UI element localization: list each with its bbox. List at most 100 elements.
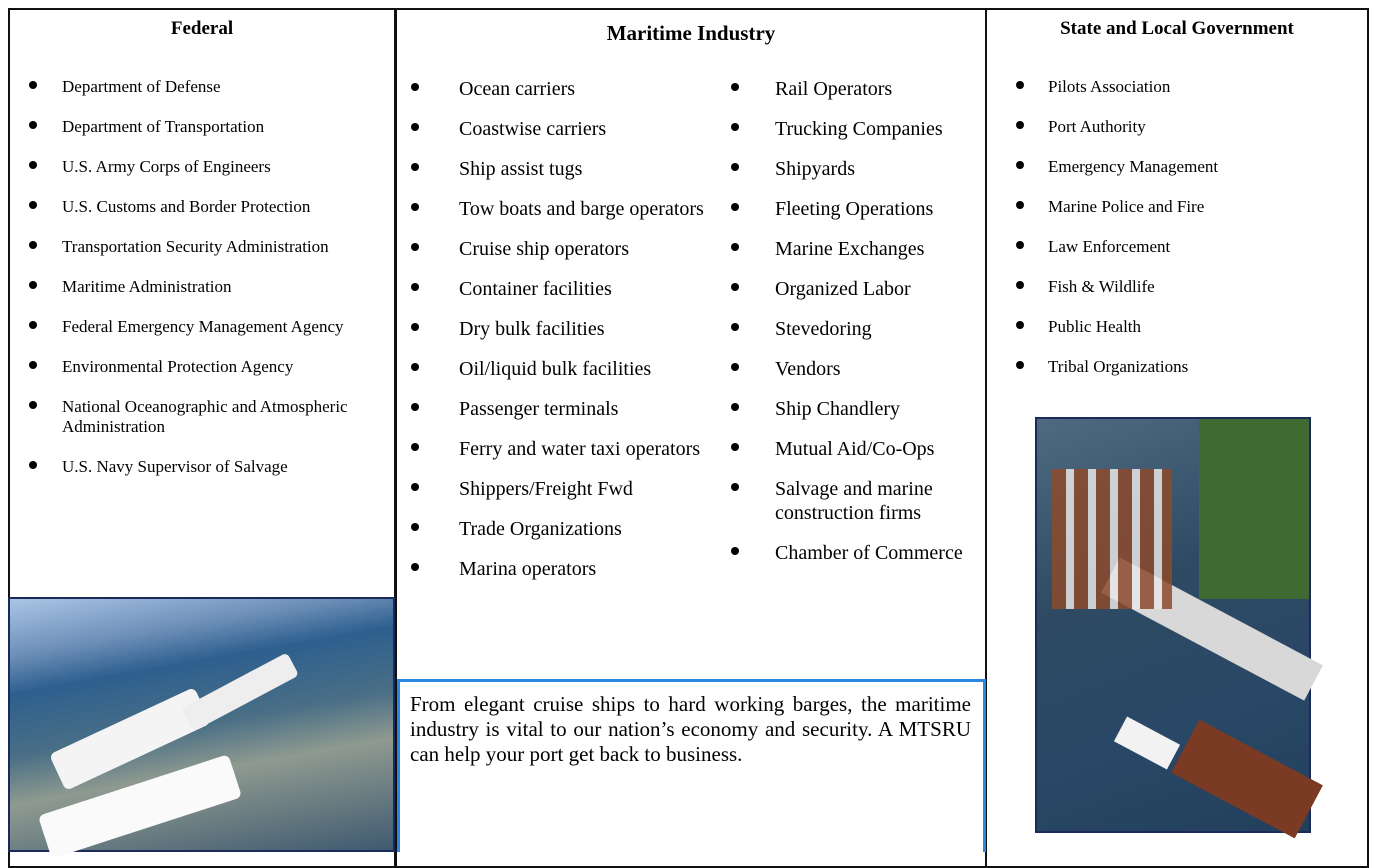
item-text: Rail Operators: [775, 78, 892, 100]
item-text: Fish & Wildlife: [1048, 277, 1155, 296]
list-item: Oil/liquid bulk facilities: [459, 357, 709, 381]
item-text: Ship assist tugs: [459, 158, 582, 180]
list-item: Trucking Companies: [775, 117, 975, 141]
bullet: [411, 163, 419, 171]
item-text: Chamber of Commerce: [775, 542, 963, 564]
list-item: Marine Exchanges: [775, 237, 975, 261]
panel-title: State and Local Government: [987, 18, 1367, 40]
callout: From elegant cruise ships to hard workin…: [397, 679, 986, 852]
bullet: [411, 123, 419, 131]
list-item: Public Health: [1048, 317, 1348, 337]
bullet: [1016, 281, 1024, 289]
item-text: Pilots Association: [1048, 77, 1170, 96]
item-text: Transportation Security Administration: [62, 237, 329, 256]
item-text: Passenger terminals: [459, 398, 618, 420]
list-item: Tribal Organizations: [1048, 357, 1348, 377]
bullet: [1016, 161, 1024, 169]
item-text: U.S. Army Corps of Engineers: [62, 157, 271, 176]
list-item: Federal Emergency Management Agency: [62, 317, 387, 337]
list-item: Pilots Association: [1048, 77, 1348, 97]
item-text: U.S. Navy Supervisor of Salvage: [62, 457, 288, 476]
list-item: Dry bulk facilities: [459, 317, 709, 341]
list-item: Fleeting Operations: [775, 197, 975, 221]
item-text: Marine Police and Fire: [1048, 197, 1204, 216]
maritime-list: Ocean carriers Coastwise carriers Ship ass…: [459, 77, 709, 597]
panel-title: Federal: [10, 18, 394, 40]
item-text: Organized Labor: [775, 278, 911, 300]
list-item: Salvage and marine construction firms: [775, 477, 975, 525]
item-text: Fleeting Operations: [775, 198, 933, 220]
list-item: Environmental Protection Agency: [62, 357, 387, 377]
item-text: Law Enforcement: [1048, 237, 1170, 256]
list-item: U.S. Navy Supervisor of Salvage: [62, 457, 387, 477]
list-item: Passenger terminals: [459, 397, 709, 421]
bullet: [411, 203, 419, 211]
item-text: Marina operators: [459, 558, 596, 580]
list-item: Fish & Wildlife: [1048, 277, 1348, 297]
item-text: Mutual Aid/Co-Ops: [775, 438, 934, 460]
item-text: Tribal Organizations: [1048, 357, 1188, 376]
list-item: Ship assist tugs: [459, 157, 709, 181]
bullet: [29, 121, 37, 129]
list-item: Emergency Management: [1048, 157, 1348, 177]
bullet: [731, 83, 739, 91]
bullet: [411, 563, 419, 571]
item-text: Shippers/Freight Fwd: [459, 478, 633, 500]
bullet: [1016, 241, 1024, 249]
list-item: Chamber of Commerce: [775, 541, 975, 565]
list-item: Ocean carriers: [459, 77, 709, 101]
maritime-list: Rail Operators Trucking Companies Shipyard…: [775, 77, 975, 581]
page: Federal Maritime Industry State and Loca…: [0, 0, 1375, 852]
panel-title: Maritime Industry: [397, 21, 985, 46]
item-text: National Oceanographic and Atmospheric A…: [62, 397, 348, 436]
item-text: Stevedoring: [775, 318, 872, 340]
bullet: [29, 81, 37, 89]
item-text: Federal Emergency Management Agency: [62, 317, 344, 336]
list-item: Department of Defense: [62, 77, 387, 97]
bullet: [731, 323, 739, 331]
bullet: [1016, 81, 1024, 89]
bullet: [731, 483, 739, 491]
list-item: Rail Operators: [775, 77, 975, 101]
bullet: [731, 547, 739, 555]
item-text: Tow boats and barge operators: [459, 198, 704, 220]
item-text: Trade Organizations: [459, 518, 622, 540]
list-item: Marine Police and Fire: [1048, 197, 1348, 217]
list-item: U.S. Customs and Border Protection: [62, 197, 387, 217]
bullet: [731, 163, 739, 171]
bullet: [411, 363, 419, 371]
bullet: [1016, 201, 1024, 209]
bullet: [411, 83, 419, 91]
item-text: Container facilities: [459, 278, 612, 300]
item-text: Emergency Management: [1048, 157, 1218, 176]
list-item: Law Enforcement: [1048, 237, 1348, 257]
item-text: Oil/liquid bulk facilities: [459, 358, 651, 380]
list-item: U.S. Army Corps of Engineers: [62, 157, 387, 177]
bullet: [731, 203, 739, 211]
bullet: [411, 243, 419, 251]
bullet: [1016, 361, 1024, 369]
list-item: Cruise ship operators: [459, 237, 709, 261]
bullet: [731, 443, 739, 451]
bullet: [29, 401, 37, 409]
item-text: Salvage and marine construction firms: [775, 478, 933, 524]
list-item: Marina operators: [459, 557, 709, 581]
bullet: [411, 403, 419, 411]
bullet: [29, 461, 37, 469]
list-item: Shipyards: [775, 157, 975, 181]
item-text: Vendors: [775, 358, 841, 380]
item-text: Ocean carriers: [459, 78, 575, 100]
list-item: Container facilities: [459, 277, 709, 301]
bullet: [731, 123, 739, 131]
list-item: Vendors: [775, 357, 975, 381]
bullet: [411, 483, 419, 491]
list-item: Shippers/Freight Fwd: [459, 477, 709, 501]
bullet: [411, 443, 419, 451]
item-text: Cruise ship operators: [459, 238, 629, 260]
bullet: [411, 283, 419, 291]
list-item: National Oceanographic and Atmospheric A…: [62, 397, 387, 437]
item-text: Coastwise carriers: [459, 118, 606, 140]
list-item: Transportation Security Administration: [62, 237, 387, 257]
